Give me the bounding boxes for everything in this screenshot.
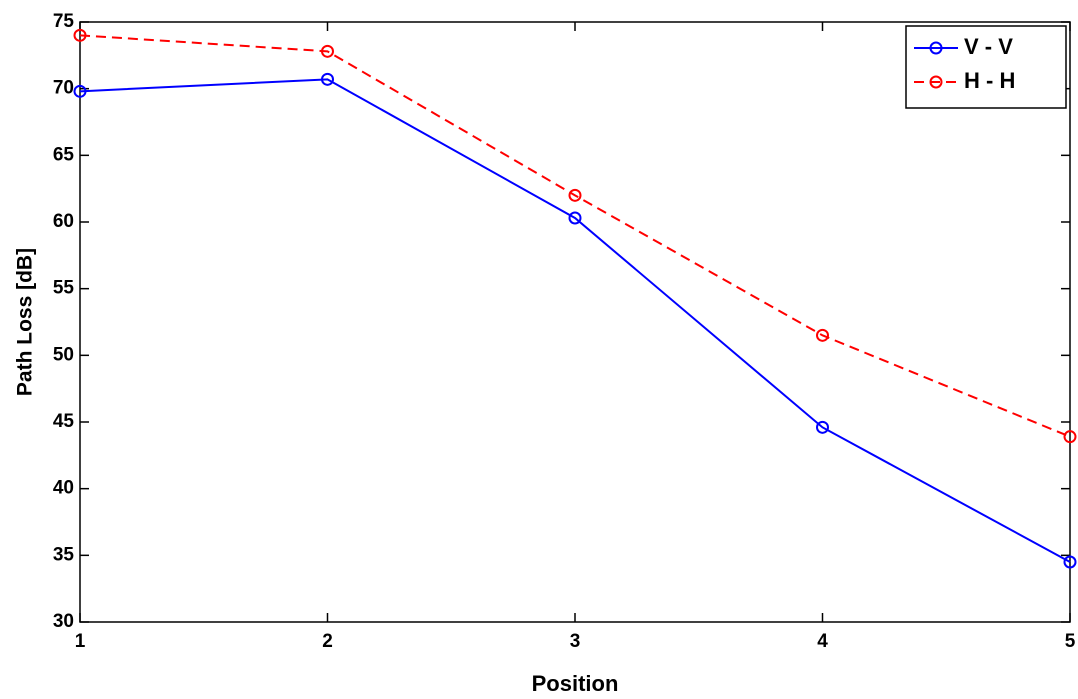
chart: Position Path Loss [dB] 3035404550556065… bbox=[0, 0, 1078, 699]
y-tick-label: 40 bbox=[53, 478, 74, 499]
y-tick-label: 35 bbox=[53, 544, 75, 565]
x-tick-label: 5 bbox=[1065, 631, 1076, 652]
plot-area bbox=[80, 22, 1070, 622]
series-line bbox=[80, 79, 1070, 562]
x-tick-label: 4 bbox=[817, 631, 828, 652]
x-axis-label: Position bbox=[532, 671, 619, 696]
x-tick-label: 2 bbox=[322, 631, 333, 652]
y-axis-label: Path Loss [dB] bbox=[14, 248, 37, 396]
x-tick-label: 3 bbox=[570, 631, 581, 652]
legend-label: H - H bbox=[964, 68, 1015, 93]
x-tick-label: 1 bbox=[75, 631, 86, 652]
y-tick-label: 55 bbox=[53, 278, 75, 299]
y-tick-label: 50 bbox=[53, 344, 74, 365]
y-tick-label: 75 bbox=[53, 11, 75, 32]
page: Position Path Loss [dB] 3035404550556065… bbox=[0, 0, 1078, 699]
y-tick-label: 65 bbox=[53, 144, 75, 165]
legend-label: V - V bbox=[964, 34, 1013, 59]
y-tick-label: 30 bbox=[53, 611, 74, 632]
y-tick-label: 70 bbox=[53, 78, 74, 99]
y-tick-label: 45 bbox=[53, 411, 75, 432]
y-tick-label: 60 bbox=[53, 211, 74, 232]
